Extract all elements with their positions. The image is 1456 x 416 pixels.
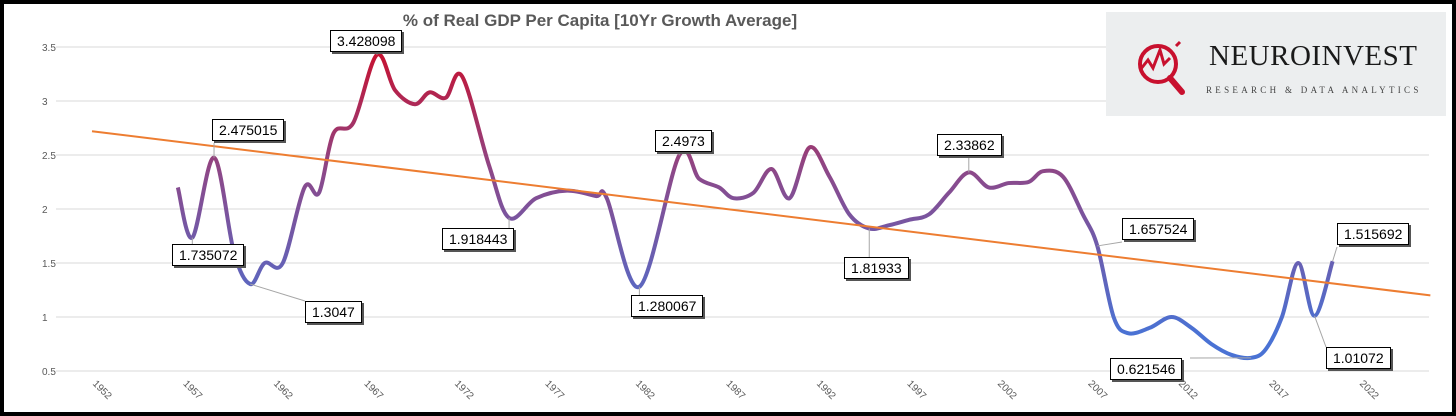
data-label: 0.621546 — [1110, 358, 1183, 380]
x-tick-label: 1982 — [633, 378, 657, 402]
data-label: 1.657524 — [1122, 218, 1195, 240]
y-tick-label: 3.5 — [42, 43, 56, 54]
logo-tagline: RESEARCH & DATA ANALYTICS — [1206, 85, 1422, 95]
x-tick-label: 2017 — [1267, 378, 1291, 402]
x-tick-label: 1962 — [271, 378, 295, 402]
y-tick-label: 2.5 — [42, 151, 56, 162]
y-tick-label: 1.5 — [42, 259, 56, 270]
neuroinvest-logo: NEUROINVEST RESEARCH & DATA ANALYTICS — [1106, 12, 1446, 116]
data-label: 1.3047 — [305, 301, 362, 323]
x-tick-label: 1987 — [724, 378, 748, 402]
x-tick-label: 2022 — [1357, 378, 1381, 402]
data-label: 1.280067 — [631, 295, 704, 317]
data-label: 1.01072 — [1326, 347, 1391, 369]
y-tick-label: 1 — [42, 313, 48, 324]
y-tick-label: 2 — [42, 205, 48, 216]
data-label: 2.475015 — [212, 119, 285, 141]
chart-frame: 0.5 1 1.5 2 2.5 3 3.5 1952 1957 1962 1967 1972 1977 1… — [4, 4, 1452, 412]
leader-line — [250, 283, 306, 302]
chart-title: % of Real GDP Per Capita [10Yr Growth Av… — [403, 11, 797, 30]
line-chart: 0.5 1 1.5 2 2.5 3 3.5 1952 1957 1962 1967 1972 1977 1… — [42, 11, 1431, 402]
data-label: 2.4973 — [655, 130, 712, 152]
x-tick-label: 1977 — [543, 378, 567, 402]
magnifier-chart-icon — [1138, 40, 1185, 95]
data-label: 1.918443 — [442, 228, 515, 250]
x-tick-label: 2007 — [1086, 378, 1110, 402]
logo-name: NEUROINVEST — [1209, 40, 1418, 72]
x-tick-label: 1957 — [181, 378, 205, 402]
trendline — [91, 130, 1431, 297]
leader-line — [1314, 315, 1327, 348]
x-tick-label: 2012 — [1176, 378, 1200, 402]
y-tick-label: 3 — [42, 97, 48, 108]
data-label: 1.81933 — [844, 257, 909, 279]
leader-line — [1332, 246, 1338, 262]
x-tick-label: 1972 — [452, 378, 476, 402]
gdp-growth-series-line — [175, 52, 1335, 361]
data-label: 2.33862 — [937, 134, 1002, 156]
leader-line — [1097, 241, 1123, 247]
x-tick-label: 1992 — [814, 378, 838, 402]
x-tick-label: 2002 — [995, 378, 1019, 402]
data-label: 1.735072 — [172, 244, 245, 266]
y-tick-label: 0.5 — [42, 367, 56, 378]
data-label: 1.515692 — [1337, 223, 1410, 245]
x-tick-label: 1967 — [362, 378, 386, 402]
x-tick-label: 1952 — [90, 378, 114, 402]
x-tick-label: 1997 — [905, 378, 929, 402]
data-label: 3.428098 — [330, 30, 403, 52]
